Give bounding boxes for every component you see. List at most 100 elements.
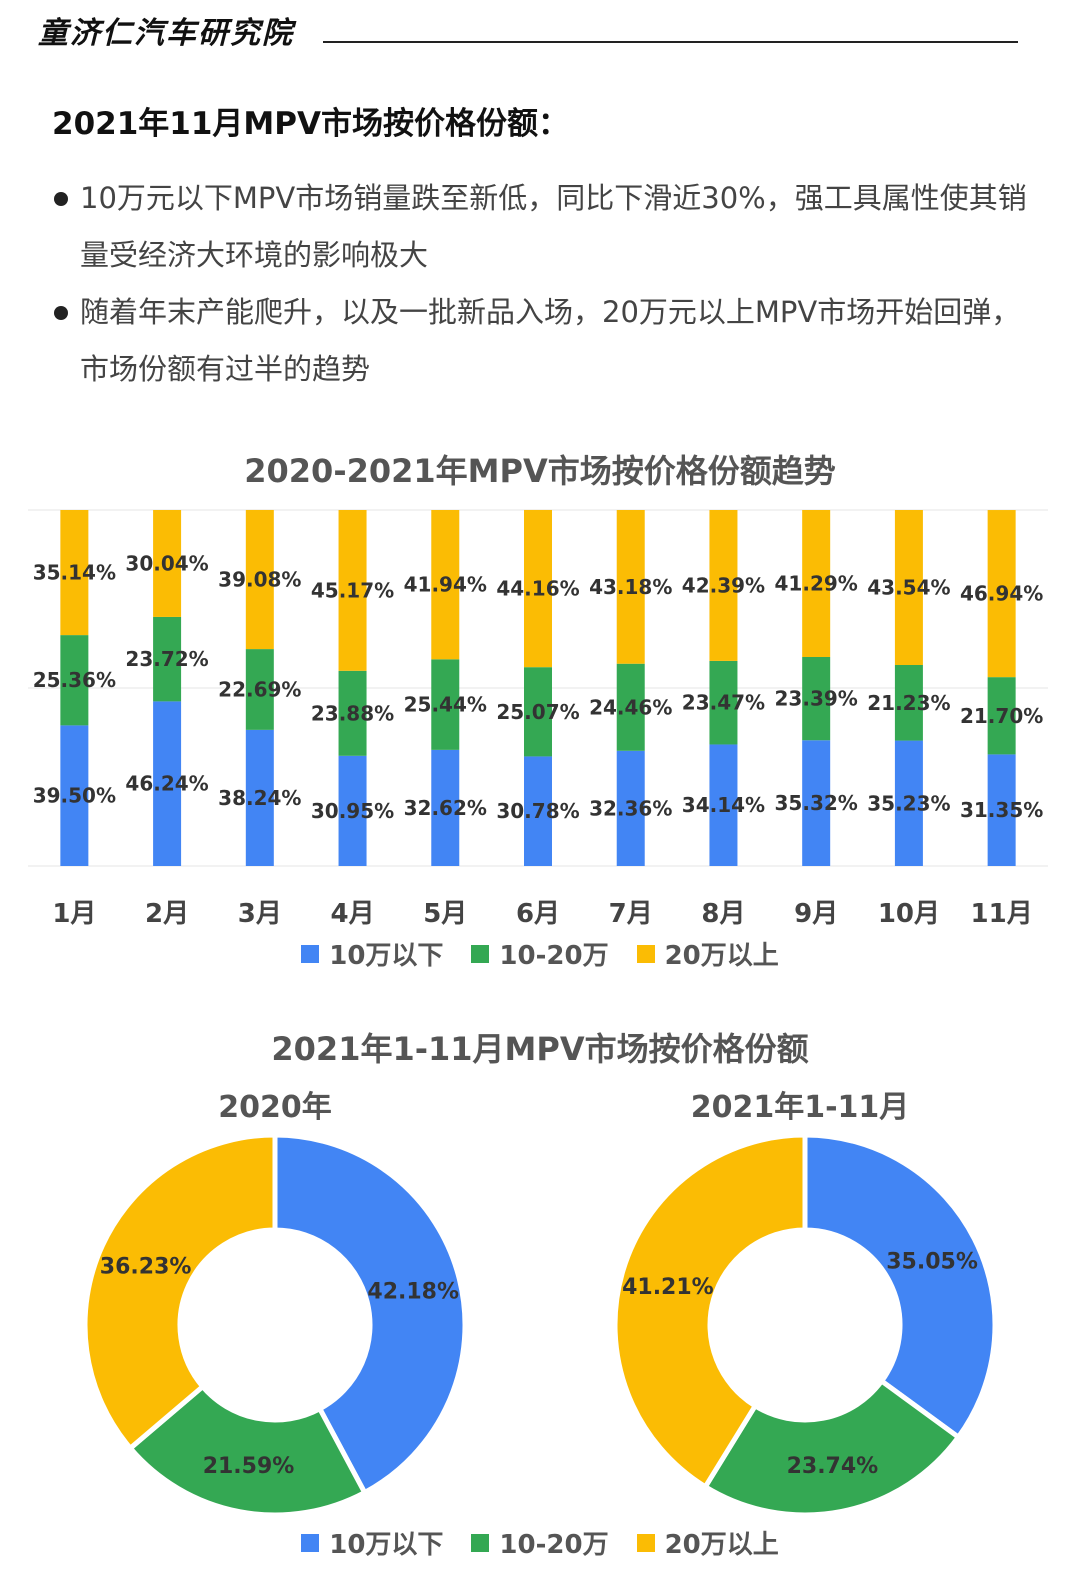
pie-chart-title: 2021年1-11月MPV市场按价格份额 (271, 1030, 809, 1068)
donut-slice-low (802, 1132, 998, 1441)
legend-label-high: 20万以上 (664, 1530, 779, 1560)
bar-segment-mid (894, 665, 923, 741)
bar-segment-mid (802, 656, 831, 741)
data-label: 39.08% (218, 568, 301, 592)
data-label: 23.72% (125, 647, 208, 671)
legend-item-low: 10万以下 (301, 1524, 443, 1561)
donut-data-label: 21.59% (203, 1454, 295, 1479)
data-label: 35.23% (867, 791, 950, 815)
donut-data-label: 36.23% (100, 1254, 192, 1279)
x-tick-label: 4月 (330, 899, 374, 929)
bar-chart: 39.50% 25.36% 35.14% 1月 46.24% 23.72% 30.04% 2月… (28, 509, 1048, 929)
data-label: 21.70% (960, 704, 1043, 728)
bar-segment-mid (709, 660, 738, 745)
data-label: 24.46% (589, 695, 672, 719)
bar-segment-high (894, 510, 923, 666)
bar-segment-low (245, 729, 274, 866)
pie-chart-legend: 10万以下 10-20万 20万以上 (0, 1524, 1080, 1561)
bar-segment-mid (431, 659, 460, 750)
pie-2021-title: 2021年1-11月 (690, 1090, 910, 1125)
data-label: 35.14% (33, 561, 116, 585)
x-tick-label: 10月 (878, 899, 940, 929)
bar-segment-high (709, 510, 738, 661)
bullet-text: 随着年末产能爬升，以及一批新品入场，20万元以上MPV市场开始回弹，市场份额有过… (80, 295, 1021, 386)
legend-item-mid: 10-20万 (471, 1524, 609, 1561)
bullet-dot-icon (54, 306, 68, 320)
data-label: 34.14% (682, 793, 765, 817)
bar-segment-low (709, 744, 738, 866)
legend-swatch-low (301, 944, 320, 963)
bar-segment-mid (153, 616, 182, 702)
bar-segment-mid (60, 635, 89, 726)
donut-slice-high (82, 1132, 278, 1452)
bullet-item: 随着年末产能爬升，以及一批新品入场，20万元以上MPV市场开始回弹，市场份额有过… (52, 284, 1042, 398)
data-label: 41.94% (404, 573, 487, 597)
page-header: 童济仁汽车研究院 (38, 6, 1018, 51)
bar-segment-high (338, 510, 367, 671)
legend-label-mid: 10-20万 (499, 941, 609, 971)
bullet-text: 10万元以下MPV市场销量跌至新低，同比下滑近30%，强工具属性使其销量受经济大… (80, 181, 1027, 272)
data-label: 35.32% (775, 791, 858, 815)
legend-swatch-high (636, 944, 655, 963)
data-label: 39.50% (33, 784, 116, 808)
bar-chart-title: 2020-2021年MPV市场按价格份额趋势 (244, 452, 836, 490)
donut-data-label: 35.05% (886, 1250, 978, 1275)
data-label: 43.54% (867, 576, 950, 600)
donut-data-label: 23.74% (787, 1454, 879, 1479)
legend-item-mid: 10-20万 (471, 935, 609, 972)
data-label: 42.39% (682, 573, 765, 597)
data-label: 30.95% (311, 799, 394, 823)
data-label: 22.69% (218, 677, 301, 701)
legend-item-low: 10万以下 (301, 935, 443, 972)
data-label: 23.88% (311, 701, 394, 725)
legend-label-low: 10万以下 (329, 941, 444, 971)
donut-data-label: 41.21% (622, 1275, 714, 1300)
donut-slice-mid (701, 1377, 962, 1518)
legend-swatch-mid (471, 944, 490, 963)
donut-slice-mid (126, 1383, 369, 1518)
legend-item-high: 20万以上 (636, 935, 779, 972)
bar-segment-low (153, 701, 182, 866)
bar-segment-high (524, 509, 552, 668)
section-title: 2021年11月MPV市场按价格份额： (52, 106, 569, 142)
bar-segment-low (60, 725, 89, 866)
donut-slice-low (272, 1132, 468, 1496)
legend-swatch-low (301, 1533, 320, 1552)
legend-label-low: 10万以下 (329, 1530, 444, 1560)
bar-segment-mid (245, 649, 274, 730)
data-label: 30.04% (125, 551, 208, 575)
x-tick-label: 7月 (609, 899, 653, 929)
bar-chart-legend: 10万以下 10-20万 20万以上 (0, 935, 1080, 972)
x-tick-label: 6月 (516, 899, 560, 929)
bar-segment-high (802, 510, 831, 657)
bar-segment-high (431, 510, 460, 660)
bar-segment-high (987, 510, 1016, 678)
data-label: 31.35% (960, 798, 1043, 822)
bar-segment-high (60, 510, 89, 636)
legend-swatch-mid (471, 1533, 490, 1552)
data-label: 25.36% (33, 668, 116, 692)
data-label: 23.39% (775, 687, 858, 711)
header-rule (323, 41, 1018, 43)
data-label: 32.62% (404, 796, 487, 820)
bullet-list: 10万元以下MPV市场销量跌至新低，同比下滑近30%，强工具属性使其销量受经济大… (52, 170, 1042, 398)
bar-segment-mid (987, 677, 1016, 755)
brand-title: 童济仁汽车研究院 (38, 16, 294, 51)
x-tick-label: 11月 (971, 899, 1033, 929)
data-label: 46.24% (125, 772, 208, 796)
x-tick-label: 5月 (423, 899, 467, 929)
data-label: 21.23% (867, 691, 950, 715)
bar-segment-high (245, 509, 274, 650)
data-label: 30.78% (496, 799, 579, 823)
data-label: 38.24% (218, 786, 301, 810)
bullet-item: 10万元以下MPV市场销量跌至新低，同比下滑近30%，强工具属性使其销量受经济大… (52, 170, 1042, 284)
x-tick-label: 3月 (238, 899, 282, 929)
bar-segment-mid (524, 667, 552, 757)
data-label: 32.36% (589, 796, 672, 820)
x-tick-label: 1月 (52, 899, 96, 929)
bar-segment-low (894, 740, 923, 866)
data-label: 43.18% (589, 575, 672, 599)
bar-segment-mid (338, 670, 367, 756)
legend-item-high: 20万以上 (636, 1524, 779, 1561)
data-label: 44.16% (496, 577, 579, 601)
